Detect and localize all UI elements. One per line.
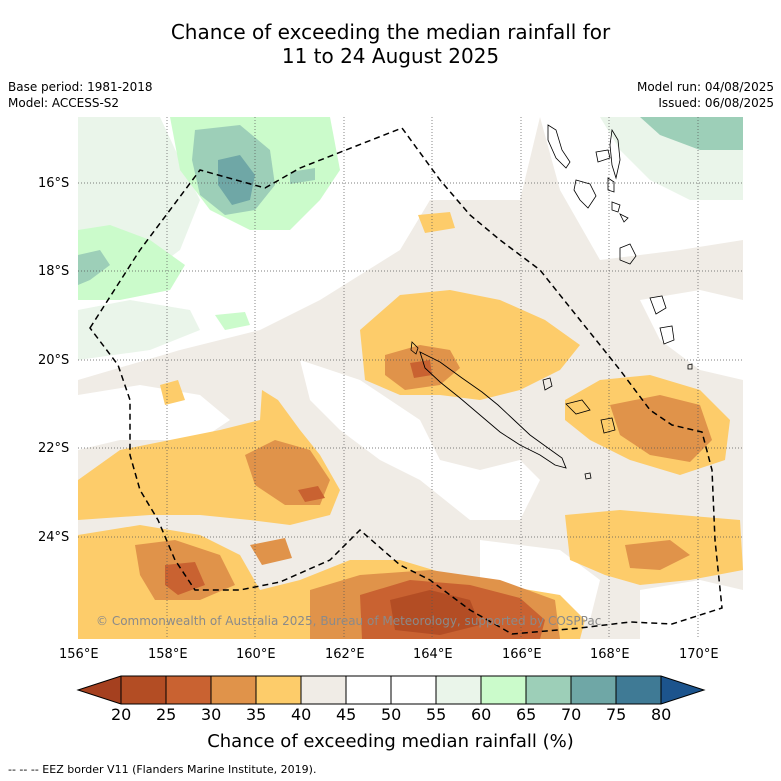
colorbar-label-30: 30 <box>201 705 222 724</box>
colorbar-swatch-40-45 <box>301 676 346 704</box>
issued-label: Issued: 06/08/2025 <box>658 96 774 110</box>
colorbar-swatch-20-25 <box>121 676 166 704</box>
lon-tick-162: 162°E <box>325 647 365 662</box>
copyright-notice: © Commonwealth of Australia 2025, Bureau… <box>96 614 602 628</box>
colorbar-label-20: 20 <box>111 705 132 724</box>
colorbar-swatch-25-30 <box>166 676 211 704</box>
efate-island <box>619 243 637 265</box>
colorbar-label-25: 25 <box>156 705 177 724</box>
colorbar-swatch-50-55 <box>391 676 436 704</box>
green-region-west <box>78 225 185 300</box>
pentecost-island <box>607 177 615 193</box>
white-region-central <box>300 360 540 520</box>
colorbar-swatch-45-50 <box>346 676 391 704</box>
espiritu-santo-island <box>547 124 571 169</box>
lat-tick-16: 16°S <box>38 176 70 191</box>
colorbar-label-60: 60 <box>471 705 492 724</box>
erromango-island <box>649 295 667 315</box>
lon-tick-156: 156°E <box>59 647 99 662</box>
colorbar-label-40: 40 <box>291 705 312 724</box>
eez-footnote: -- -- -- EEZ border V11 (Flanders Marine… <box>8 763 317 776</box>
map-title-line-2: 11 to 24 August 2025 <box>281 44 500 68</box>
map-plot-area <box>78 117 743 639</box>
aneityum-island <box>687 363 693 370</box>
colorbar-label-55: 55 <box>426 705 447 724</box>
colorbar-swatch-55-60 <box>436 676 481 704</box>
eez-border <box>89 127 723 635</box>
orange-region-southeast <box>625 540 690 570</box>
tanna-island <box>659 325 675 345</box>
ouvea-island <box>542 377 553 391</box>
teal-spot <box>290 168 315 184</box>
aoba-island <box>595 149 611 163</box>
belep-islands <box>410 341 419 355</box>
lat-tick-20: 20°S <box>38 353 70 368</box>
teal-region-west <box>78 250 110 285</box>
colorbar-swatch-30-35 <box>211 676 256 704</box>
dark-red-region-south <box>390 590 480 635</box>
light-green-region-west-2 <box>78 300 200 360</box>
lon-tick-164: 164°E <box>413 647 453 662</box>
colorbar-label-70: 70 <box>561 705 582 724</box>
colorbar-label-65: 65 <box>516 705 537 724</box>
new-caledonia-island <box>419 351 567 469</box>
colorbar-swatch-35-40 <box>256 676 301 704</box>
maewo-island <box>609 128 621 180</box>
colorbar-label-75: 75 <box>606 705 627 724</box>
colorbar <box>76 675 706 705</box>
colorbar-label-50: 50 <box>381 705 402 724</box>
yellow-spot-north <box>418 212 455 233</box>
map-title-line-1: Chance of exceeding the median rainfall … <box>170 20 611 44</box>
white-region-east <box>640 290 743 380</box>
colorbar-swatch-65-70 <box>526 676 571 704</box>
orange-region-east <box>610 395 712 462</box>
orange-spot <box>250 538 292 565</box>
colorbar-swatch-60-65 <box>481 676 526 704</box>
lifou-island <box>565 399 591 415</box>
colorbar-swatch-70-75 <box>571 676 616 704</box>
lon-tick-170: 170°E <box>679 647 719 662</box>
ambrym-island <box>611 201 621 213</box>
lon-tick-166: 166°E <box>502 647 542 662</box>
yellow-spot-west <box>160 380 185 405</box>
colorbar-label-80: 80 <box>651 705 672 724</box>
lat-tick-24: 24°S <box>38 530 70 545</box>
green-spot <box>215 312 250 330</box>
lat-tick-18: 18°S <box>38 264 70 279</box>
model-label: Model: ACCESS-S2 <box>8 96 120 110</box>
teal-region-northeast <box>640 117 743 150</box>
colorbar-label-35: 35 <box>246 705 267 724</box>
model-run-label: Model run: 04/08/2025 <box>636 80 774 94</box>
lon-tick-168: 168°E <box>590 647 630 662</box>
base-period-label: Base period: 1981-2018 <box>8 80 153 94</box>
white-region-north <box>78 117 743 260</box>
white-region-southeast <box>640 580 743 639</box>
colorbar-extend-low <box>78 676 121 704</box>
lon-tick-160: 160°E <box>236 647 276 662</box>
malakula-island <box>573 179 597 209</box>
lat-tick-22: 22°S <box>38 441 70 456</box>
colorbar-extend-high <box>661 676 704 704</box>
colorbar-label-45: 45 <box>336 705 357 724</box>
walpole-island <box>584 472 592 480</box>
gridlines <box>78 117 743 639</box>
red-region-southwest <box>165 562 205 595</box>
lon-tick-158: 158°E <box>148 647 188 662</box>
epi-island <box>619 213 629 223</box>
red-spot-central <box>410 360 432 378</box>
red-spot-west <box>298 486 325 502</box>
mare-island <box>600 417 616 434</box>
colorbar-title: Chance of exceeding median rainfall (%) <box>207 731 574 752</box>
colorbar-swatch-75-80 <box>616 676 661 704</box>
white-region-west <box>78 385 230 450</box>
